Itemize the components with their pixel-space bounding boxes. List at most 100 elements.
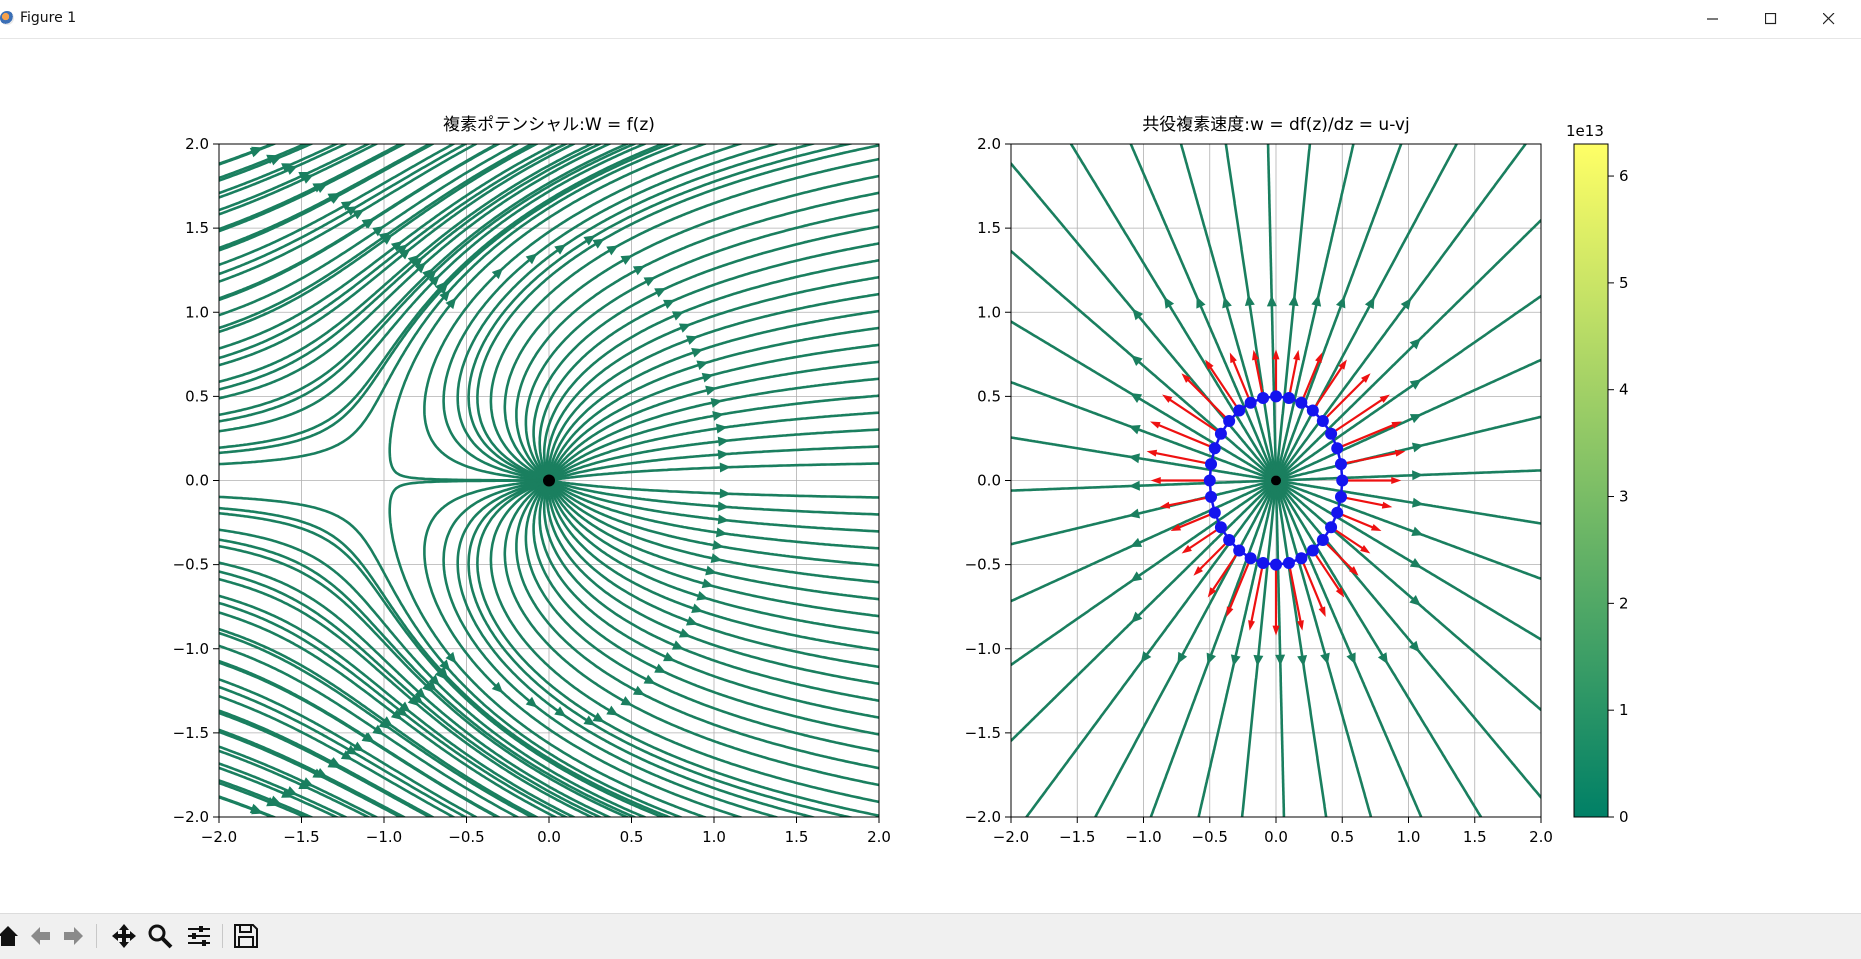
streamline-arrow [298,779,311,790]
streamline-arrow [592,712,605,723]
streamline-arrow [1346,652,1356,665]
close-button[interactable] [1801,0,1857,38]
circle-point [1257,557,1270,570]
streamline [219,144,638,423]
pan-button[interactable] [108,920,140,952]
streamline-arrow [340,201,353,211]
streamline-arrow [717,514,730,525]
colorbar-tick-label: 1 [1619,701,1629,719]
colorbar-tick-label: 4 [1619,381,1629,399]
streamline-arrow [266,154,279,165]
navigation-toolbar [0,913,1861,959]
velocity-arrowhead [1159,501,1171,509]
streamline-arrow [715,423,728,434]
streamline [423,479,744,817]
velocity-arrowhead [1370,523,1382,532]
minimize-button[interactable] [1685,0,1741,38]
streamline-arrow [425,269,437,282]
circle-point [1233,404,1246,417]
streamline-arrow [717,449,730,460]
streamline-arrow [1130,537,1143,547]
forward-button[interactable] [58,920,90,952]
streamline-arrow [606,705,619,716]
streamline [219,144,603,391]
velocity-arrow [1330,395,1388,435]
streamline-arrow [1409,338,1421,350]
colorbar-tick-label: 3 [1619,488,1629,506]
streamline-arrow [362,218,375,229]
configure-subplots-button[interactable] [183,920,215,952]
streamline-arrow [663,651,676,662]
streamline-arrow [372,724,385,735]
circle-point [1295,552,1308,565]
save-button[interactable] [230,920,262,952]
streamline-arrow [632,265,646,276]
velocity-arrow [1311,549,1343,595]
velocity-arrowhead [1193,566,1203,576]
streamline-arrow [717,436,730,447]
streamline [1224,144,1277,476]
streamline [219,601,569,817]
circle-point [1306,544,1319,557]
velocity-arrowhead [1272,625,1280,636]
colorbar-ticks: 0 1 2 3 4 5 6 [1608,167,1629,826]
x-tick-label: 0.5 [1330,828,1354,846]
streamline [503,481,879,787]
y-tick-label: −2.0 [965,808,1001,826]
figure-canvas[interactable]: −2.0 −2.0 −1.5 −1.5 −1.0 −1.0 −0.5 −0.5 0.0 0.0 0.… [0,39,1861,913]
circle-point [1331,442,1344,455]
velocity-arrowhead [1335,587,1345,598]
home-button[interactable] [0,920,24,952]
streamline-arrow [281,788,294,798]
y-tick-label: 2.0 [977,135,1001,153]
streamline [549,360,879,479]
streamline [1275,144,1355,477]
streamline-arrow [1409,414,1422,424]
streamline-arrow [428,674,440,686]
streamline-arrow [525,696,538,708]
circle-point [1331,506,1344,519]
maximize-button[interactable] [1743,0,1799,38]
colorbar-tick-label: 0 [1619,808,1629,826]
streamline-arrow [425,679,437,692]
toolbar-separator [222,924,223,948]
streamline-arrow [643,276,656,287]
streamline-arrow [1409,379,1422,390]
circle-point [1223,415,1236,428]
streamline [551,483,879,584]
streamline-arrow [1128,508,1141,519]
streamline-arrow [1130,393,1143,403]
streamline-arrow [445,297,457,310]
configure-subplots-icon [188,926,210,946]
velocity-arrow [1150,450,1212,466]
circle-point [1208,506,1221,519]
x-tick-label: −2.0 [201,828,237,846]
streamline [545,484,879,686]
velocity-arrow [1311,362,1346,412]
streamline [442,144,781,481]
zoom-button[interactable] [144,920,176,952]
velocity-arrow [1153,422,1216,450]
velocity-arrow [1287,353,1299,399]
velocity-arrow [1330,526,1368,553]
velocity-arrow [1300,355,1322,404]
circle-point [1270,390,1282,403]
velocity-arrowhead [1391,477,1402,484]
streamline-arrow [685,616,699,626]
velocity-arrow [1226,557,1252,614]
streamline-arrow [1266,295,1277,307]
x-tick-label: −1.0 [1125,828,1161,846]
streamline [219,144,673,455]
y-tick-label: −1.0 [965,640,1001,658]
streamline-arrow [378,718,391,729]
streamline-arrow [372,226,385,237]
circle-point [1334,490,1347,503]
save-icon [234,924,258,948]
streamline [489,157,879,480]
streamline-arrow [396,705,408,717]
velocity-arrow [1253,353,1265,399]
streamline [549,482,879,601]
colorbar-gradient [1573,143,1609,818]
streamline-arrow [710,397,723,408]
back-button[interactable] [24,920,56,952]
